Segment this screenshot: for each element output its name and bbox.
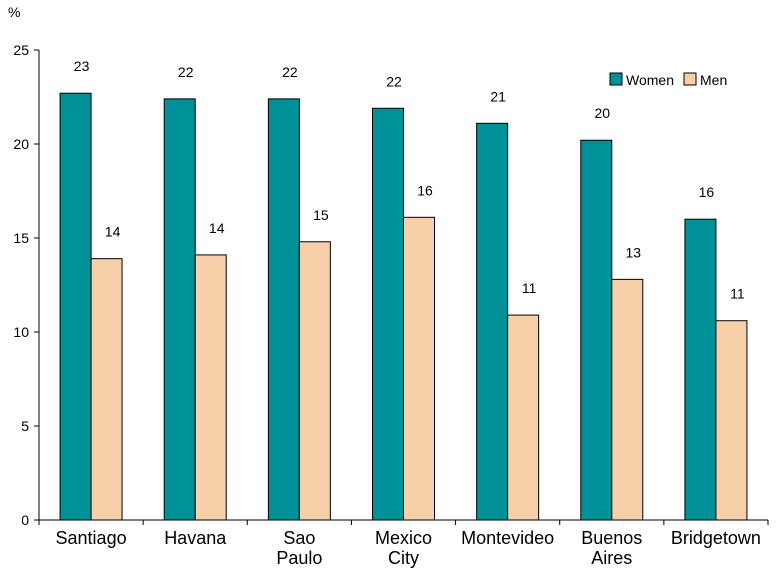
data-label-men: 13 [625, 244, 641, 260]
bars [59, 92, 748, 521]
y-tick-label: 0 [21, 512, 29, 528]
bar-men [715, 320, 748, 521]
legend-swatch-men [683, 72, 697, 86]
bar-men [507, 314, 540, 521]
y-tick-label: 25 [13, 42, 29, 58]
bar-men [403, 216, 435, 521]
bar-women [684, 218, 717, 521]
data-label-women: 16 [699, 184, 715, 200]
bar-men [298, 241, 331, 521]
axes: 0 5 10 15 20 25 Santiago Havana Sao Paulo Mexico Ci… [13, 42, 769, 568]
x-tick-label: Montevideo [461, 528, 554, 548]
x-tick-label: Sao Paulo [276, 528, 322, 568]
x-tick-label: Bridgetown [671, 528, 761, 548]
data-label-women: 20 [594, 105, 610, 121]
bar-women [59, 92, 92, 521]
x-tick-label: Mexico City [375, 528, 432, 568]
data-label-women: 22 [282, 64, 298, 80]
legend-label-men: Men [700, 72, 727, 88]
data-label-women: 21 [490, 88, 506, 104]
legend-swatch-women [609, 72, 623, 86]
x-tick-label: Santiago [56, 528, 127, 548]
bar-men [90, 258, 123, 521]
data-label-men: 16 [417, 182, 433, 198]
data-label-men: 11 [730, 286, 745, 302]
data-label-men: 11 [522, 280, 537, 296]
bar-men [611, 278, 644, 521]
x-tick-label: Havana [164, 528, 227, 548]
bar-women [163, 98, 196, 521]
bar-women [267, 98, 300, 521]
y-tick-label: 15 [13, 230, 29, 246]
data-labels: 23 22 22 22 21 20 16 14 14 15 16 11 13 11 [74, 58, 745, 301]
y-tick-label: 20 [13, 136, 29, 152]
bar-women [372, 107, 404, 521]
y-tick-label: 5 [21, 418, 29, 434]
legend-label-women: Women [626, 72, 674, 88]
data-label-women: 22 [178, 64, 194, 80]
bar-men [194, 254, 227, 521]
y-tick-label: 10 [13, 324, 29, 340]
bar-women [580, 139, 613, 521]
bar-women [476, 122, 509, 521]
x-tick-label: Buenos Aires [581, 528, 642, 568]
data-label-men: 14 [209, 220, 225, 236]
y-axis-unit-label: % [8, 4, 20, 20]
data-label-men: 14 [105, 224, 121, 240]
legend: Women Men [609, 72, 727, 88]
data-label-men: 15 [313, 207, 329, 223]
data-label-women: 23 [74, 58, 90, 74]
data-label-women: 22 [386, 73, 402, 89]
